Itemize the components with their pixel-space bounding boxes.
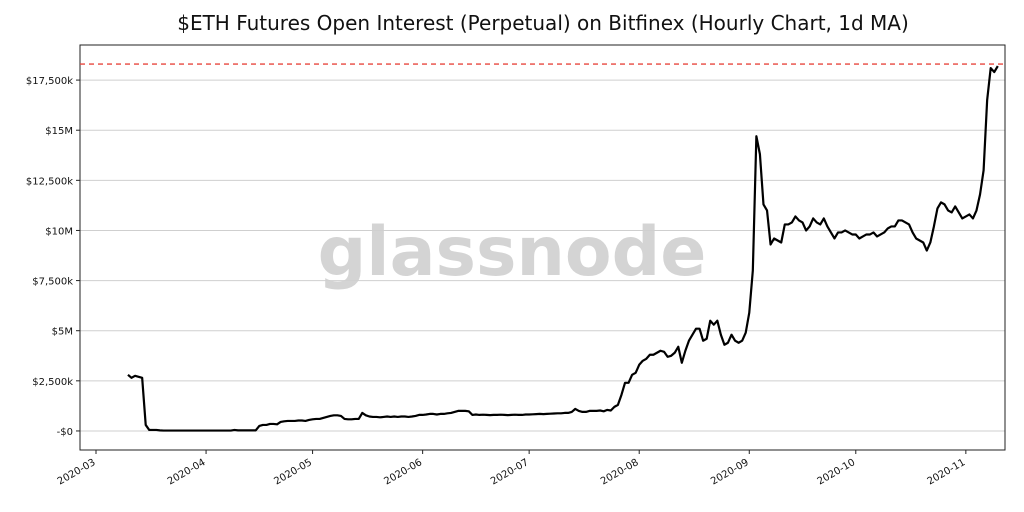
y-tick-label: $7,500k [32,277,73,288]
chart-title: $ETH Futures Open Interest (Perpetual) o… [177,11,909,35]
y-tick-label: $12,500k [26,176,73,187]
y-tick-label: $10M [45,226,73,237]
y-tick-label: $15M [45,126,73,137]
plot-frame [79,44,1006,451]
y-tick-label: $17,500k [26,76,73,87]
y-tick-label: $2,500k [32,377,73,388]
y-tick-label: $5M [52,327,73,338]
watermark: glassnode [318,213,707,292]
y-tick-label: -$0 [57,427,73,438]
data-line [127,65,999,432]
